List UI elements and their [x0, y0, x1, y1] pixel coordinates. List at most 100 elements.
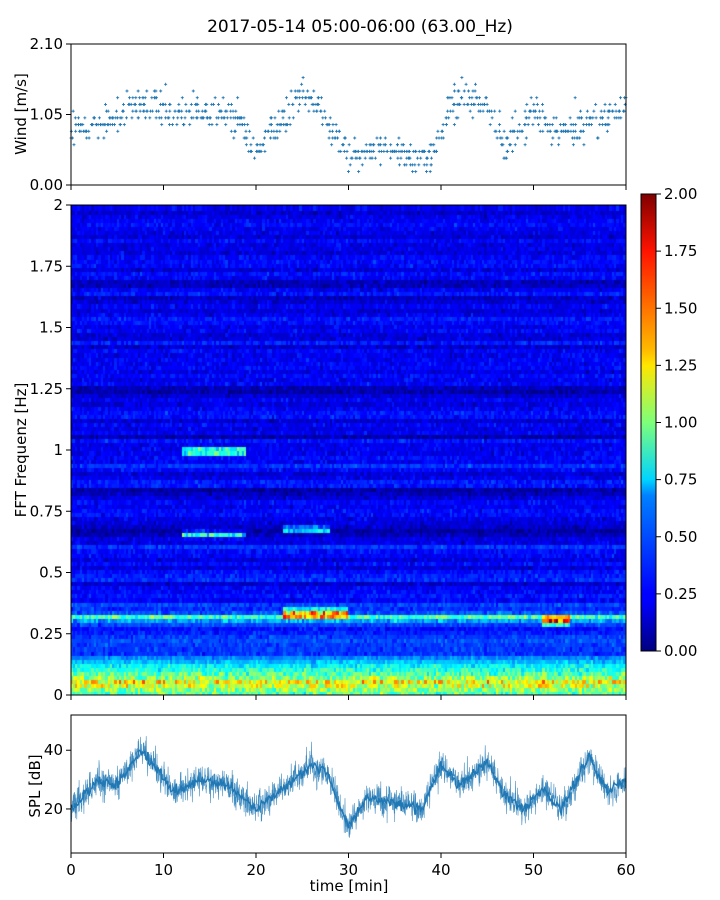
colorbar-tick-label: 1.25	[664, 356, 697, 374]
wind-point	[432, 143, 436, 147]
wind-point	[468, 109, 472, 113]
wind-point	[372, 149, 376, 153]
wind-point	[490, 109, 494, 113]
spectrogram-axes-frame	[70, 204, 627, 696]
wind-point	[87, 136, 91, 140]
spl-ytick-label: 40	[44, 741, 63, 759]
wind-point	[205, 116, 209, 120]
wind-point	[180, 109, 184, 113]
wind-point	[128, 96, 132, 100]
wind-point	[460, 96, 464, 100]
wind-point	[379, 163, 383, 167]
colorbar: 0.00 0.25 0.50 0.75 1.00 1.25 1.50 1.75 2.00	[640, 185, 697, 660]
wind-point	[131, 96, 135, 100]
wind-point	[227, 102, 231, 106]
wind-point	[83, 116, 87, 120]
colorbar-tick-label: 0.50	[664, 528, 697, 546]
wind-point	[207, 123, 211, 127]
wind-point	[594, 116, 598, 120]
wind-point	[319, 109, 323, 113]
wind-point	[298, 96, 302, 100]
wind-point	[363, 156, 367, 160]
spl-xlabel: time [min]	[310, 877, 389, 895]
wind-point	[298, 102, 302, 106]
wind-point	[513, 143, 517, 147]
wind-point	[384, 143, 388, 147]
wind-point	[164, 82, 168, 86]
spectrogram-image	[71, 205, 626, 695]
wind-point	[233, 129, 237, 133]
wind-point	[164, 109, 168, 113]
wind-point	[590, 123, 594, 127]
wind-point	[143, 116, 147, 120]
wind-point	[104, 102, 108, 106]
wind-point	[613, 102, 617, 106]
wind-point	[357, 170, 361, 174]
wind-point	[473, 89, 477, 93]
wind-point	[396, 156, 400, 160]
wind-point	[424, 170, 428, 174]
wind-point	[600, 116, 604, 120]
wind-point	[579, 109, 583, 113]
wind-point	[346, 170, 350, 174]
wind-point	[231, 109, 235, 113]
wind-point	[170, 123, 174, 127]
wind-point	[408, 156, 412, 160]
wind-point	[541, 129, 545, 133]
wind-point	[73, 116, 77, 120]
wind-point	[548, 129, 552, 133]
wind-point	[219, 109, 223, 113]
colorbar-tick-label: 0.00	[664, 642, 697, 660]
wind-point	[460, 76, 464, 80]
wind-point	[116, 129, 120, 133]
spectrogram-ylabel: FFT Frequenz [Hz]	[12, 383, 30, 518]
wind-point	[430, 156, 434, 160]
wind-point	[148, 116, 152, 120]
wind-point	[594, 102, 598, 106]
wind-ytick-label: 2.10	[30, 35, 63, 53]
wind-point	[131, 109, 135, 113]
wind-point	[599, 109, 603, 113]
colorbar-gradient	[641, 194, 656, 651]
wind-point	[221, 96, 225, 100]
wind-point	[511, 149, 515, 153]
wind-point	[389, 156, 393, 160]
wind-point	[529, 96, 533, 100]
wind-point	[116, 96, 120, 100]
wind-point	[118, 123, 122, 127]
wind-point	[360, 149, 364, 153]
wind-point	[462, 89, 466, 93]
wind-point	[327, 123, 331, 127]
wind-point	[535, 102, 539, 106]
wind-point	[317, 102, 321, 106]
colorbar-ticks: 0.00 0.25 0.50 0.75 1.00 1.25 1.50 1.75 2.00	[656, 185, 697, 660]
wind-point	[495, 136, 499, 140]
wind-point	[450, 96, 454, 100]
wind-point	[191, 116, 195, 120]
wind-point	[159, 116, 163, 120]
wind-point	[550, 143, 554, 147]
wind-point	[229, 102, 233, 106]
wind-point	[541, 102, 545, 106]
wind-point	[121, 109, 125, 113]
wind-point	[382, 149, 386, 153]
spl-xtick-label: 50	[524, 861, 543, 879]
wind-point	[224, 123, 228, 127]
wind-point	[478, 96, 482, 100]
wind-point	[177, 102, 181, 106]
wind-point	[434, 149, 438, 153]
wind-point	[360, 163, 364, 167]
wind-point	[509, 143, 513, 147]
spectrogram-ytick-label: 0.25	[30, 625, 63, 643]
wind-point	[188, 123, 192, 127]
wind-point	[287, 102, 291, 106]
wind-point	[243, 123, 247, 127]
wind-point	[179, 116, 183, 120]
wind-point	[335, 129, 339, 133]
wind-point	[92, 116, 96, 120]
wind-point	[229, 129, 233, 133]
wind-point	[498, 123, 502, 127]
wind-point	[323, 109, 327, 113]
